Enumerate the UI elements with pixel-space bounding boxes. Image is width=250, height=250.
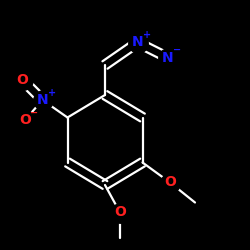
Text: +: + bbox=[48, 88, 56, 98]
Text: O: O bbox=[164, 176, 176, 190]
Text: N: N bbox=[37, 93, 48, 107]
Text: O: O bbox=[16, 73, 28, 87]
Text: O: O bbox=[19, 113, 31, 127]
Text: +: + bbox=[143, 30, 151, 40]
Text: N: N bbox=[132, 36, 143, 50]
Text: N: N bbox=[162, 50, 173, 64]
Text: O: O bbox=[114, 206, 126, 220]
Text: −: − bbox=[30, 108, 38, 118]
Text: −: − bbox=[173, 45, 181, 55]
